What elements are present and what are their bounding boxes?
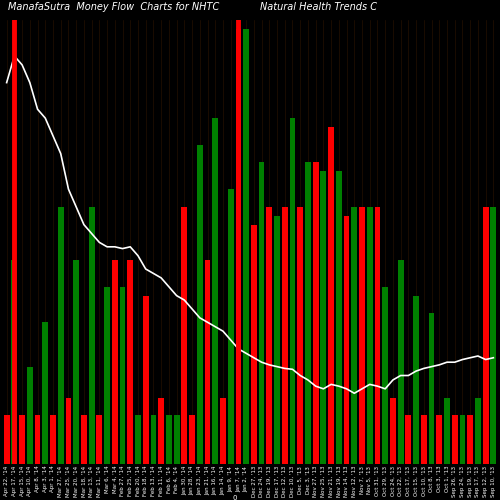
Bar [50, 416, 56, 465]
Bar [66, 398, 71, 464]
Bar [27, 366, 32, 464]
Bar [251, 224, 257, 464]
Bar [298, 207, 303, 465]
Bar [74, 260, 79, 464]
Bar [428, 314, 434, 464]
Bar [4, 416, 10, 465]
Bar [158, 398, 164, 464]
Bar [421, 416, 426, 465]
Bar [243, 30, 249, 465]
Bar [290, 118, 296, 465]
Bar [174, 416, 180, 465]
Bar [482, 207, 488, 465]
Bar [42, 322, 48, 464]
Text: ManafaSutra  Money Flow  Charts for NHTC: ManafaSutra Money Flow Charts for NHTC [8, 2, 219, 12]
Bar [344, 216, 349, 464]
Bar [390, 398, 396, 464]
Bar [328, 127, 334, 464]
Bar [128, 260, 133, 464]
Bar [88, 207, 94, 465]
Bar [81, 416, 87, 465]
Bar [266, 207, 272, 465]
Bar [258, 162, 264, 465]
Bar [468, 416, 473, 465]
Bar [96, 416, 102, 465]
Bar [212, 118, 218, 465]
Bar [236, 30, 242, 465]
Text: Natural Health Trends C: Natural Health Trends C [260, 2, 377, 12]
Bar [398, 260, 404, 464]
Bar [34, 416, 40, 465]
Bar [104, 287, 110, 465]
Bar [336, 172, 342, 465]
Bar [166, 416, 172, 465]
Text: 0: 0 [233, 496, 237, 500]
Bar [359, 207, 365, 465]
Bar [143, 296, 148, 464]
Bar [120, 287, 126, 465]
Bar [352, 207, 357, 465]
Bar [182, 207, 187, 465]
Bar [452, 416, 458, 465]
Bar [444, 398, 450, 464]
Bar [58, 207, 64, 465]
Bar [150, 416, 156, 465]
Bar [313, 162, 318, 465]
Bar [112, 260, 117, 464]
Bar [204, 260, 210, 464]
Bar [189, 416, 195, 465]
Bar [460, 416, 466, 465]
Bar [282, 207, 288, 465]
Bar [19, 416, 25, 465]
Bar [197, 144, 202, 465]
Bar [305, 162, 311, 465]
Bar [135, 416, 141, 465]
Bar [228, 189, 234, 464]
Bar [367, 207, 372, 465]
Bar [475, 398, 481, 464]
Bar [406, 416, 411, 465]
Bar [220, 398, 226, 464]
Bar [413, 296, 419, 464]
Bar [382, 287, 388, 465]
Bar [490, 207, 496, 465]
Bar [374, 207, 380, 465]
Bar [320, 172, 326, 465]
Bar [436, 416, 442, 465]
Bar [274, 216, 280, 464]
Bar [12, 260, 18, 464]
